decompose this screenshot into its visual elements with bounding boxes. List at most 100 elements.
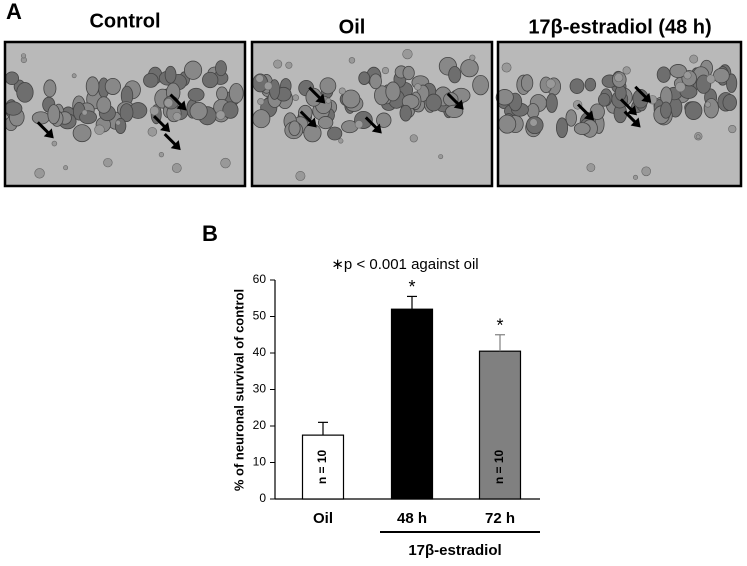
cell (119, 103, 134, 123)
panel-label: A (6, 0, 22, 24)
cell (529, 118, 538, 127)
cell (584, 77, 597, 92)
cell (292, 94, 300, 101)
cell (573, 122, 591, 136)
cell (704, 101, 711, 108)
cell (202, 71, 219, 89)
cell (143, 72, 159, 88)
cell (255, 74, 264, 83)
image-title: 17β-estradiol (48 h) (528, 16, 711, 38)
cell (498, 114, 517, 134)
cell (215, 110, 226, 120)
y-axis-label: % of neuronal survival of control (231, 289, 246, 491)
image-frame (250, 40, 494, 188)
significance-marker: * (496, 316, 503, 336)
cell (216, 86, 228, 101)
cell (348, 57, 356, 64)
y-tick-label: 10 (253, 455, 267, 469)
cell (104, 77, 121, 95)
x-tick-label: Oil (313, 510, 333, 527)
cell (526, 103, 540, 120)
arrow-head (453, 99, 464, 110)
cell (96, 96, 112, 114)
cell (414, 83, 422, 91)
cell (268, 79, 281, 100)
cell (703, 98, 719, 119)
cell (545, 78, 556, 89)
bar-annotation: n = 10 (315, 450, 329, 485)
cell (369, 73, 382, 90)
cell (385, 81, 401, 102)
cell (358, 71, 371, 85)
cell (338, 87, 346, 95)
cell (675, 81, 686, 93)
cell (545, 93, 558, 113)
arrow-head (306, 117, 317, 128)
group-label: 17β-estradiol (408, 542, 501, 559)
cell (3, 101, 23, 116)
cell (495, 89, 514, 106)
cell (443, 92, 459, 107)
cell (556, 117, 569, 139)
cell (187, 87, 205, 102)
cell (43, 79, 57, 98)
image-frame (3, 40, 247, 188)
bar-annotation: n = 10 (492, 450, 506, 485)
cell (460, 59, 479, 78)
cell (669, 64, 687, 78)
cell (376, 112, 392, 128)
x-tick-label: 72 h (485, 510, 515, 527)
cell (472, 74, 489, 96)
cell (215, 60, 227, 77)
cell (469, 54, 476, 61)
cell (20, 53, 27, 59)
arrow-head (371, 123, 382, 134)
arrow-head (160, 122, 171, 133)
arrow-head (626, 105, 637, 116)
y-tick-label: 40 (253, 345, 267, 359)
bar (390, 308, 434, 500)
cell (683, 71, 692, 80)
arrow-head (176, 100, 187, 111)
y-tick-label: 0 (259, 491, 266, 505)
arrow-head (43, 128, 54, 139)
cell (288, 120, 301, 137)
cell (115, 119, 121, 126)
cell (228, 83, 244, 104)
cell (273, 59, 283, 69)
arrow-head (584, 110, 595, 121)
cell (354, 120, 364, 129)
cell (164, 65, 177, 84)
cell (183, 60, 203, 80)
cell (597, 93, 611, 107)
cell (660, 101, 672, 119)
cell (641, 166, 652, 177)
cell (425, 93, 442, 112)
arrow-head (641, 92, 652, 103)
micrographs (3, 40, 743, 188)
cell (399, 104, 412, 122)
cell (614, 73, 624, 83)
cell (72, 124, 92, 143)
cell (94, 124, 105, 135)
image-title: Oil (339, 16, 366, 38)
cell (381, 67, 390, 75)
cell (4, 71, 20, 86)
bar-annotation: n = 10 (404, 450, 418, 485)
cell (220, 157, 231, 169)
cell (295, 171, 306, 181)
cell (325, 97, 332, 104)
cell (147, 127, 158, 137)
cell (520, 74, 534, 92)
annotation: ∗p < 0.001 against oil (331, 256, 478, 273)
image-frame (496, 40, 743, 188)
cell (565, 109, 577, 127)
cell (327, 126, 343, 141)
cell (71, 73, 77, 79)
cell (317, 116, 334, 130)
cell (438, 154, 444, 160)
cell (158, 151, 165, 158)
cell (722, 94, 737, 111)
cell (589, 103, 605, 120)
cell (402, 48, 413, 60)
